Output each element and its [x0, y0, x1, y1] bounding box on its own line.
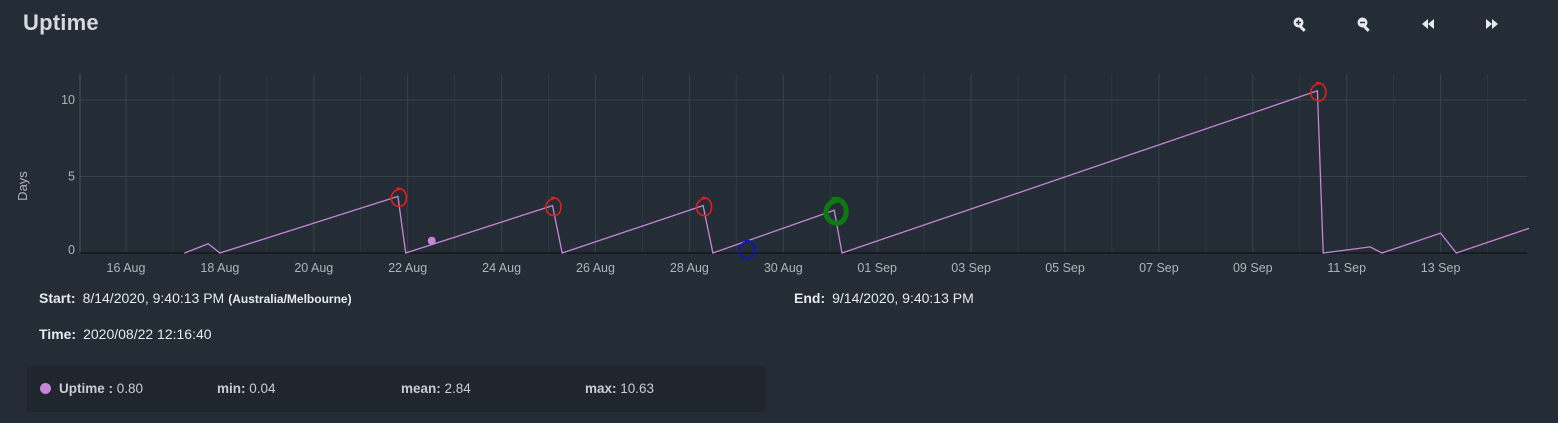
- legend-max-value: 10.63: [620, 381, 655, 396]
- data-point: [1316, 90, 1318, 92]
- zoom-in-icon: [1293, 17, 1306, 32]
- fast-forward-icon: [1486, 19, 1498, 29]
- annotation-scribble: [390, 187, 408, 208]
- annotation-scribble: [695, 196, 713, 217]
- start-label: Start:: [39, 290, 76, 306]
- x-tick-label: 16 Aug: [107, 261, 146, 275]
- legend-series[interactable]: Uptime : 0.80: [59, 381, 143, 396]
- time-label: Time:: [39, 326, 77, 342]
- data-point: [1528, 227, 1530, 230]
- x-tick-label: 28 Aug: [670, 261, 709, 275]
- data-point: [1455, 252, 1457, 254]
- x-tick-label: 24 Aug: [482, 261, 521, 275]
- y-axis-label: Days: [15, 171, 30, 201]
- x-tick-label: 09 Sep: [1233, 261, 1273, 275]
- series-color-dot[interactable]: [40, 383, 51, 394]
- time-info: Time: 2020/08/22 12:16:40: [39, 326, 212, 342]
- data-point: [1369, 246, 1371, 248]
- data-point: [833, 209, 835, 211]
- legend-mean-label: mean:: [401, 381, 441, 396]
- legend-series-value: 0.80: [116, 381, 144, 396]
- rewind-icon: [1422, 19, 1434, 29]
- zoom-out-button[interactable]: [1332, 12, 1396, 36]
- x-tick-label: 01 Sep: [857, 261, 897, 275]
- annotation-scribble: [1309, 82, 1327, 102]
- fast-forward-button[interactable]: [1460, 12, 1524, 36]
- data-point: [184, 252, 186, 254]
- rewind-button[interactable]: [1396, 12, 1460, 36]
- data-point: [712, 252, 714, 254]
- cursor-point[interactable]: [427, 236, 436, 245]
- data-point: [1322, 252, 1324, 254]
- x-tick-label: 20 Aug: [294, 261, 333, 275]
- end-value: 9/14/2020, 9:40:13 PM: [832, 290, 974, 306]
- data-point: [841, 252, 843, 254]
- x-tick-label: 22 Aug: [388, 261, 427, 275]
- data-point: [1381, 252, 1383, 254]
- data-point: [207, 243, 209, 245]
- data-point: [702, 204, 704, 207]
- series-line-uptime[interactable]: [184, 89, 1529, 254]
- zoom-in-button[interactable]: [1268, 12, 1332, 36]
- legend-min: min: 0.04: [217, 381, 276, 396]
- x-tick-label: 11 Sep: [1327, 261, 1366, 275]
- x-tick-label: 03 Sep: [951, 261, 991, 275]
- y-tick-label: 0: [68, 243, 75, 257]
- data-point: [219, 252, 221, 254]
- annotation-scribble: [823, 196, 849, 226]
- x-tick-label: 13 Sep: [1421, 261, 1461, 275]
- legend-mean: mean: 2.84: [401, 381, 471, 396]
- x-tick-label: 30 Aug: [764, 261, 803, 275]
- data-point: [405, 252, 407, 254]
- data-point: [561, 252, 563, 254]
- chart-toolbar: [1268, 12, 1524, 36]
- x-tick-label: 26 Aug: [576, 261, 615, 275]
- chart-legend: Uptime : 0.80 min: 0.04 mean: 2.84 max: …: [27, 366, 766, 412]
- zoom-out-icon: [1357, 17, 1370, 32]
- legend-min-label: min:: [217, 381, 246, 396]
- start-value: 8/14/2020, 9:40:13 PM: [82, 290, 225, 306]
- time-value: 2020/08/22 12:16:40: [83, 326, 212, 342]
- legend-max: max: 10.63: [585, 381, 654, 396]
- x-tick-label: 07 Sep: [1139, 261, 1179, 275]
- data-point: [397, 195, 399, 197]
- legend-max-label: max:: [585, 381, 617, 396]
- uptime-chart[interactable]: 16 Aug 18 Aug 20 Aug 22 Aug 24 Aug 26 Aug 28 A…: [0, 60, 1558, 280]
- start-timezone: (Australia/Melbourne): [228, 292, 352, 306]
- panel-title: Uptime: [23, 10, 99, 35]
- data-point: [1440, 232, 1442, 234]
- end-label: End:: [794, 290, 826, 306]
- x-tick-label: 05 Sep: [1045, 261, 1085, 275]
- end-info: End: 9/14/2020, 9:40:13 PM: [794, 290, 974, 306]
- data-point: [551, 204, 554, 207]
- x-tick-label: 18 Aug: [200, 261, 239, 275]
- annotation-scribble: [738, 239, 756, 260]
- y-tick-label: 10: [61, 93, 75, 107]
- start-info: Start: 8/14/2020, 9:40:13 PM (Australia/Me…: [39, 290, 352, 306]
- legend-series-label: Uptime :: [59, 381, 113, 396]
- legend-mean-value: 2.84: [444, 381, 471, 396]
- y-tick-label: 5: [68, 170, 75, 184]
- annotation-scribble: [545, 196, 562, 217]
- legend-min-value: 0.04: [249, 381, 276, 396]
